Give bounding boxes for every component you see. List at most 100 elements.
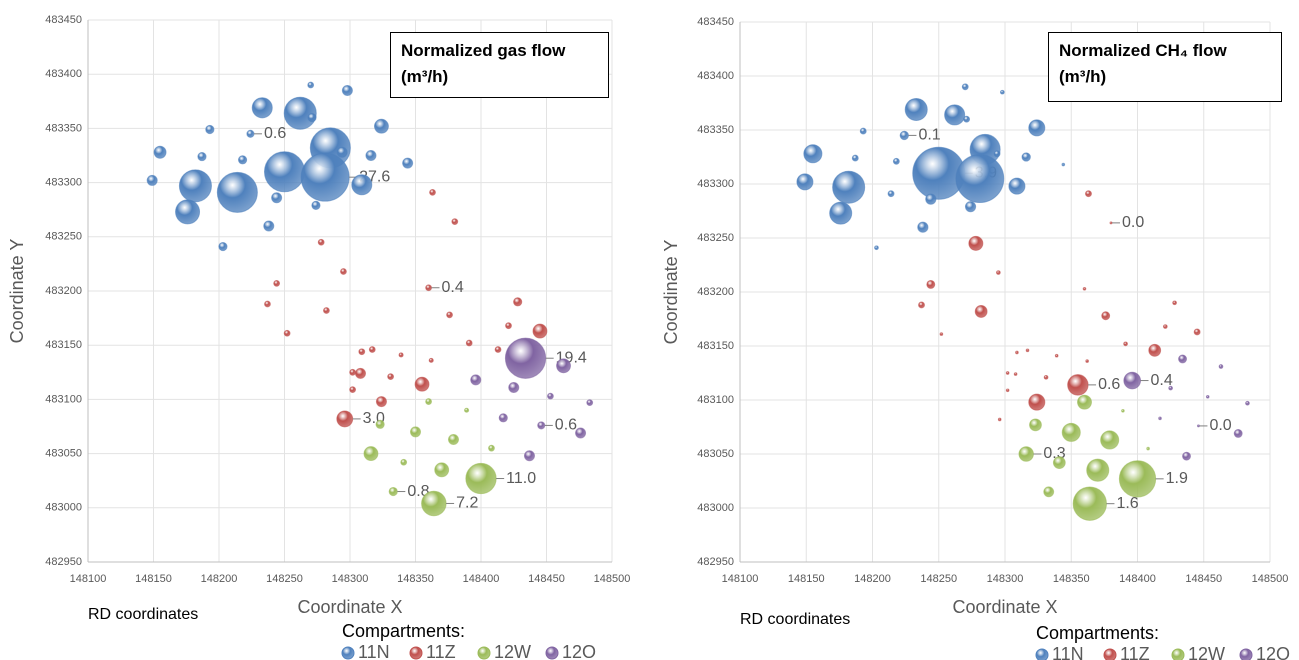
legend-label: 11Z xyxy=(426,642,456,660)
bubble xyxy=(1067,374,1089,396)
bubble xyxy=(899,130,909,141)
bubble xyxy=(1028,393,1046,411)
bubble xyxy=(237,155,248,165)
data-label: 7.2 xyxy=(456,495,478,512)
bubble xyxy=(349,386,357,394)
bubble xyxy=(1118,460,1157,498)
legend-title: Compartments: xyxy=(342,621,465,641)
bubble xyxy=(1109,221,1113,225)
bubble xyxy=(375,396,387,408)
bubble xyxy=(300,152,350,202)
bubble xyxy=(402,157,414,169)
bubble xyxy=(556,358,571,374)
bubble xyxy=(336,410,354,428)
bubble xyxy=(465,339,473,347)
bubble xyxy=(1054,353,1059,358)
legend-marker xyxy=(1103,648,1117,660)
bubble xyxy=(505,322,512,330)
bubble xyxy=(1085,359,1089,363)
bubble xyxy=(1178,354,1187,364)
bubble xyxy=(336,146,348,158)
y-tick-label: 483400 xyxy=(697,70,734,82)
data-label: 0.0 xyxy=(1122,214,1144,231)
bubble xyxy=(513,297,523,307)
bubble xyxy=(251,97,273,119)
bubble xyxy=(874,245,879,251)
x-tick-label: 148450 xyxy=(1185,573,1222,585)
bubble xyxy=(944,104,966,126)
bubble xyxy=(859,127,867,135)
bubble xyxy=(1008,177,1026,195)
y-tick-label: 483350 xyxy=(697,124,734,136)
y-tick-label: 483350 xyxy=(45,122,82,134)
bubble xyxy=(398,352,404,358)
bubble xyxy=(955,154,1005,204)
x-tick-label: 148250 xyxy=(920,573,957,585)
data-label: 0.4 xyxy=(1151,372,1173,389)
y-tick-label: 483450 xyxy=(45,14,82,26)
bubble xyxy=(547,392,554,400)
bubble xyxy=(428,357,434,363)
bubble xyxy=(939,332,944,336)
y-axis-title: Coordinate Y xyxy=(661,240,681,345)
bubble xyxy=(1015,350,1019,355)
bubble xyxy=(365,149,377,162)
bubble xyxy=(1082,286,1087,291)
bubble xyxy=(414,376,430,392)
bubble xyxy=(1005,371,1010,375)
bubble xyxy=(311,200,321,210)
y-tick-label: 483250 xyxy=(45,231,82,243)
bubble xyxy=(1086,458,1110,482)
bubble xyxy=(1052,456,1066,470)
bubble xyxy=(387,373,394,381)
bubble xyxy=(363,446,379,462)
bubble xyxy=(1182,451,1191,461)
y-tick-label: 482950 xyxy=(697,556,734,568)
legend-label: 12W xyxy=(1188,644,1225,660)
y-tick-label: 483300 xyxy=(697,178,734,190)
bubble xyxy=(323,307,330,314)
bubble xyxy=(829,201,853,225)
bubble xyxy=(1148,343,1162,357)
bubble xyxy=(803,144,823,164)
bubble xyxy=(465,462,497,495)
bubble xyxy=(996,270,1001,275)
y-tick-label: 483150 xyxy=(697,340,734,352)
bubble xyxy=(918,301,925,309)
bubble xyxy=(271,192,283,204)
y-tick-label: 483300 xyxy=(45,177,82,189)
bubble xyxy=(1101,311,1111,321)
bubble xyxy=(388,486,398,497)
x-tick-label: 148500 xyxy=(594,573,631,585)
x-tick-label: 148100 xyxy=(722,573,759,585)
data-label: 0.1 xyxy=(918,127,940,144)
data-label: 11.0 xyxy=(506,470,536,487)
bubble xyxy=(498,413,508,423)
bubble xyxy=(425,284,432,292)
data-label: 0.6 xyxy=(264,125,286,142)
y-tick-label: 483200 xyxy=(697,286,734,298)
bubble xyxy=(470,374,482,386)
legend-label: 12O xyxy=(562,642,596,660)
bubble xyxy=(400,458,408,466)
x-tick-label: 148300 xyxy=(332,573,369,585)
note: RD coordinates xyxy=(740,611,850,628)
bubble xyxy=(1233,429,1243,438)
bubble xyxy=(964,201,977,213)
bubble xyxy=(354,367,366,379)
bubble xyxy=(218,241,228,252)
bubble xyxy=(1193,328,1201,336)
bubble xyxy=(1013,372,1018,376)
bubble xyxy=(205,124,215,135)
bubble xyxy=(341,84,353,96)
bubble xyxy=(178,169,212,203)
bubble xyxy=(1085,190,1092,198)
legend-marker xyxy=(1035,648,1049,660)
bubble xyxy=(1043,486,1055,498)
y-tick-label: 483450 xyxy=(697,16,734,28)
bubble xyxy=(1028,119,1046,137)
bubble xyxy=(175,199,201,225)
bubble xyxy=(1205,394,1210,399)
y-tick-label: 483050 xyxy=(697,448,734,460)
